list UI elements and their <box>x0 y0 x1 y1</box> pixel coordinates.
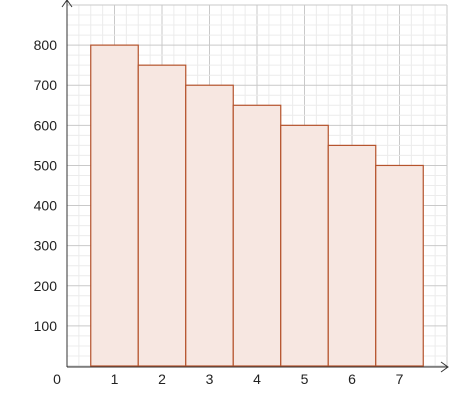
y-tick-label: 300 <box>34 238 58 254</box>
bar-6 <box>327 144 377 367</box>
bar-5 <box>280 124 329 367</box>
x-tick-label: 6 <box>348 371 356 387</box>
x-tick-label: 3 <box>206 371 214 387</box>
y-tick-label: 800 <box>34 37 58 53</box>
bar-3 <box>185 84 234 367</box>
y-tick-label: 700 <box>34 77 58 93</box>
y-tick-label: 400 <box>34 198 58 214</box>
axes <box>61 0 449 373</box>
x-tick-label: 5 <box>301 371 309 387</box>
y-tick-label: 100 <box>34 318 58 334</box>
bar-7 <box>375 164 424 367</box>
y-axis-arrow <box>61 0 73 8</box>
x-axis-arrow <box>440 361 449 373</box>
y-tick-label: 600 <box>34 117 58 133</box>
x-tick-label: 2 <box>158 371 166 387</box>
bar-2 <box>137 64 187 367</box>
tick-labels: 0 1 2 3 4 5 6 7 100 200 300 400 500 600 700 800 <box>34 37 404 387</box>
bars <box>90 44 424 367</box>
y-tick-label: 200 <box>34 278 58 294</box>
origin-label: 0 <box>53 371 61 387</box>
y-tick-label: 500 <box>34 157 58 173</box>
bar-4 <box>232 104 282 367</box>
bar-1 <box>90 44 139 367</box>
x-tick-label: 4 <box>253 371 261 387</box>
x-tick-label: 1 <box>111 371 119 387</box>
x-tick-label: 7 <box>396 371 404 387</box>
